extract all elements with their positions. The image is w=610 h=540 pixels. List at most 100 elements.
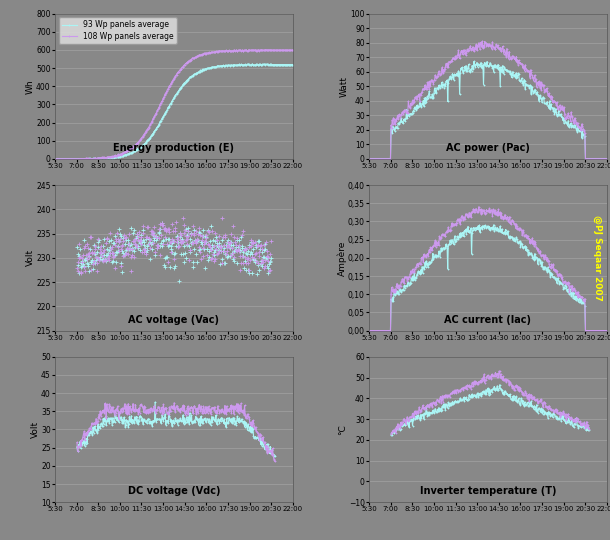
Point [85, 245, 95, 254]
Point [158, 239, 168, 248]
Point [142, 233, 151, 242]
Point [168, 237, 178, 245]
Point [231, 241, 241, 249]
Point [242, 244, 251, 253]
Point [188, 257, 198, 266]
Point [201, 238, 211, 247]
Point [190, 228, 199, 237]
Point [258, 258, 268, 266]
Point [173, 241, 183, 250]
Point [220, 244, 229, 253]
Point [135, 245, 145, 254]
Point [155, 242, 165, 251]
Point [190, 237, 200, 246]
108 Wp panels average [81, 156, 88, 162]
Point [208, 236, 218, 245]
Point [198, 244, 208, 253]
Point [265, 256, 274, 265]
Point [197, 238, 207, 247]
Point [256, 256, 266, 265]
Point [85, 233, 95, 241]
Point [106, 248, 115, 257]
Point [178, 249, 188, 258]
Point [110, 241, 120, 249]
Point [231, 246, 240, 254]
Point [200, 237, 210, 246]
Point [161, 226, 171, 234]
Point [160, 233, 170, 241]
Point [219, 240, 229, 249]
Point [150, 251, 160, 259]
Point [219, 259, 229, 267]
Point [153, 241, 163, 249]
Point [209, 257, 218, 266]
Point [98, 256, 107, 265]
Point [90, 248, 99, 257]
Point [250, 238, 260, 246]
Point [83, 250, 93, 259]
Point [84, 244, 93, 252]
Point [182, 240, 192, 248]
Point [196, 245, 206, 253]
Point [144, 234, 154, 242]
Point [126, 267, 136, 275]
Point [170, 224, 180, 232]
Point [238, 226, 248, 235]
Point [226, 237, 235, 246]
Point [133, 242, 143, 251]
Point [185, 234, 195, 243]
Point [123, 245, 133, 253]
Point [78, 251, 88, 259]
Point [102, 234, 112, 242]
Point [247, 250, 257, 259]
Point [163, 258, 173, 266]
Point [264, 267, 274, 276]
108 Wp panels average [224, 48, 231, 54]
Point [86, 233, 96, 241]
Point [136, 233, 146, 241]
Point [229, 233, 239, 241]
Text: @PJ Seqaar 2007: @PJ Seqaar 2007 [593, 215, 602, 301]
Point [124, 240, 134, 249]
Point [126, 224, 136, 233]
Text: Inverter temperature (T): Inverter temperature (T) [420, 487, 556, 496]
Point [192, 237, 202, 245]
Point [138, 226, 148, 234]
Point [90, 249, 100, 258]
Point [112, 234, 121, 243]
Point [129, 247, 138, 256]
Point [111, 248, 121, 256]
Point [132, 230, 142, 238]
Point [248, 253, 257, 261]
Point [239, 248, 248, 256]
Point [154, 234, 164, 242]
Point [137, 239, 146, 248]
Point [150, 247, 160, 256]
Point [194, 224, 204, 232]
Point [97, 256, 107, 265]
Point [90, 241, 100, 250]
Point [137, 231, 146, 239]
Point [94, 256, 104, 265]
Point [142, 223, 152, 232]
Point [185, 245, 195, 254]
Point [209, 251, 219, 259]
Point [206, 246, 215, 254]
Point [224, 244, 234, 253]
Point [148, 227, 158, 236]
Point [196, 231, 206, 239]
Point [107, 258, 117, 266]
Point [76, 268, 85, 277]
Y-axis label: Ampère: Ampère [337, 240, 346, 275]
Point [172, 238, 182, 247]
Point [187, 230, 196, 238]
Point [93, 238, 103, 246]
Point [207, 227, 217, 236]
Point [265, 250, 274, 259]
Point [196, 254, 206, 263]
Point [224, 239, 234, 247]
Point [143, 222, 153, 231]
Point [239, 264, 249, 272]
93 Wp panels average [51, 156, 59, 162]
Point [162, 253, 172, 261]
